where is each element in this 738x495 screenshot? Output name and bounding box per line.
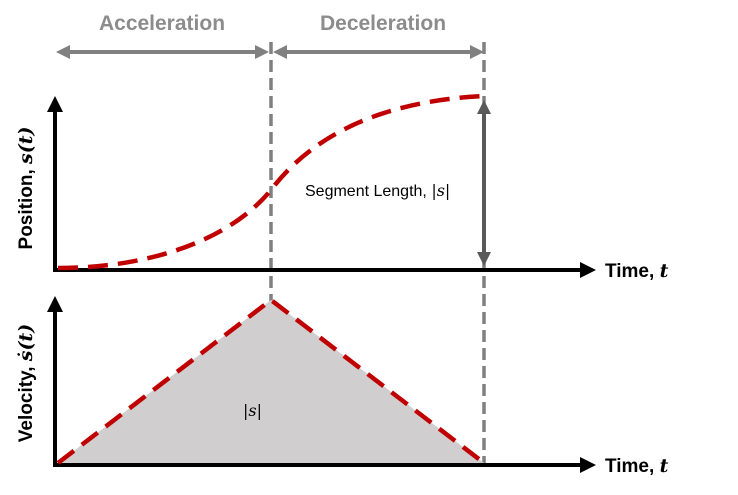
- position-x-label: Time, t: [605, 260, 669, 282]
- segment-length-label: Segment Length, |s|: [305, 181, 450, 200]
- position-curve: [57, 93, 485, 271]
- velocity-x-label: Time, t: [605, 455, 669, 477]
- acceleration-label: Acceleration: [99, 12, 225, 35]
- deceleration-label: Deceleration: [320, 12, 446, 35]
- position-y-label: Position, s(t): [15, 127, 37, 250]
- area-label: |s|: [243, 401, 262, 420]
- velocity-area: [58, 300, 484, 463]
- velocity-y-label: Velocity, ṡ(t): [15, 324, 37, 442]
